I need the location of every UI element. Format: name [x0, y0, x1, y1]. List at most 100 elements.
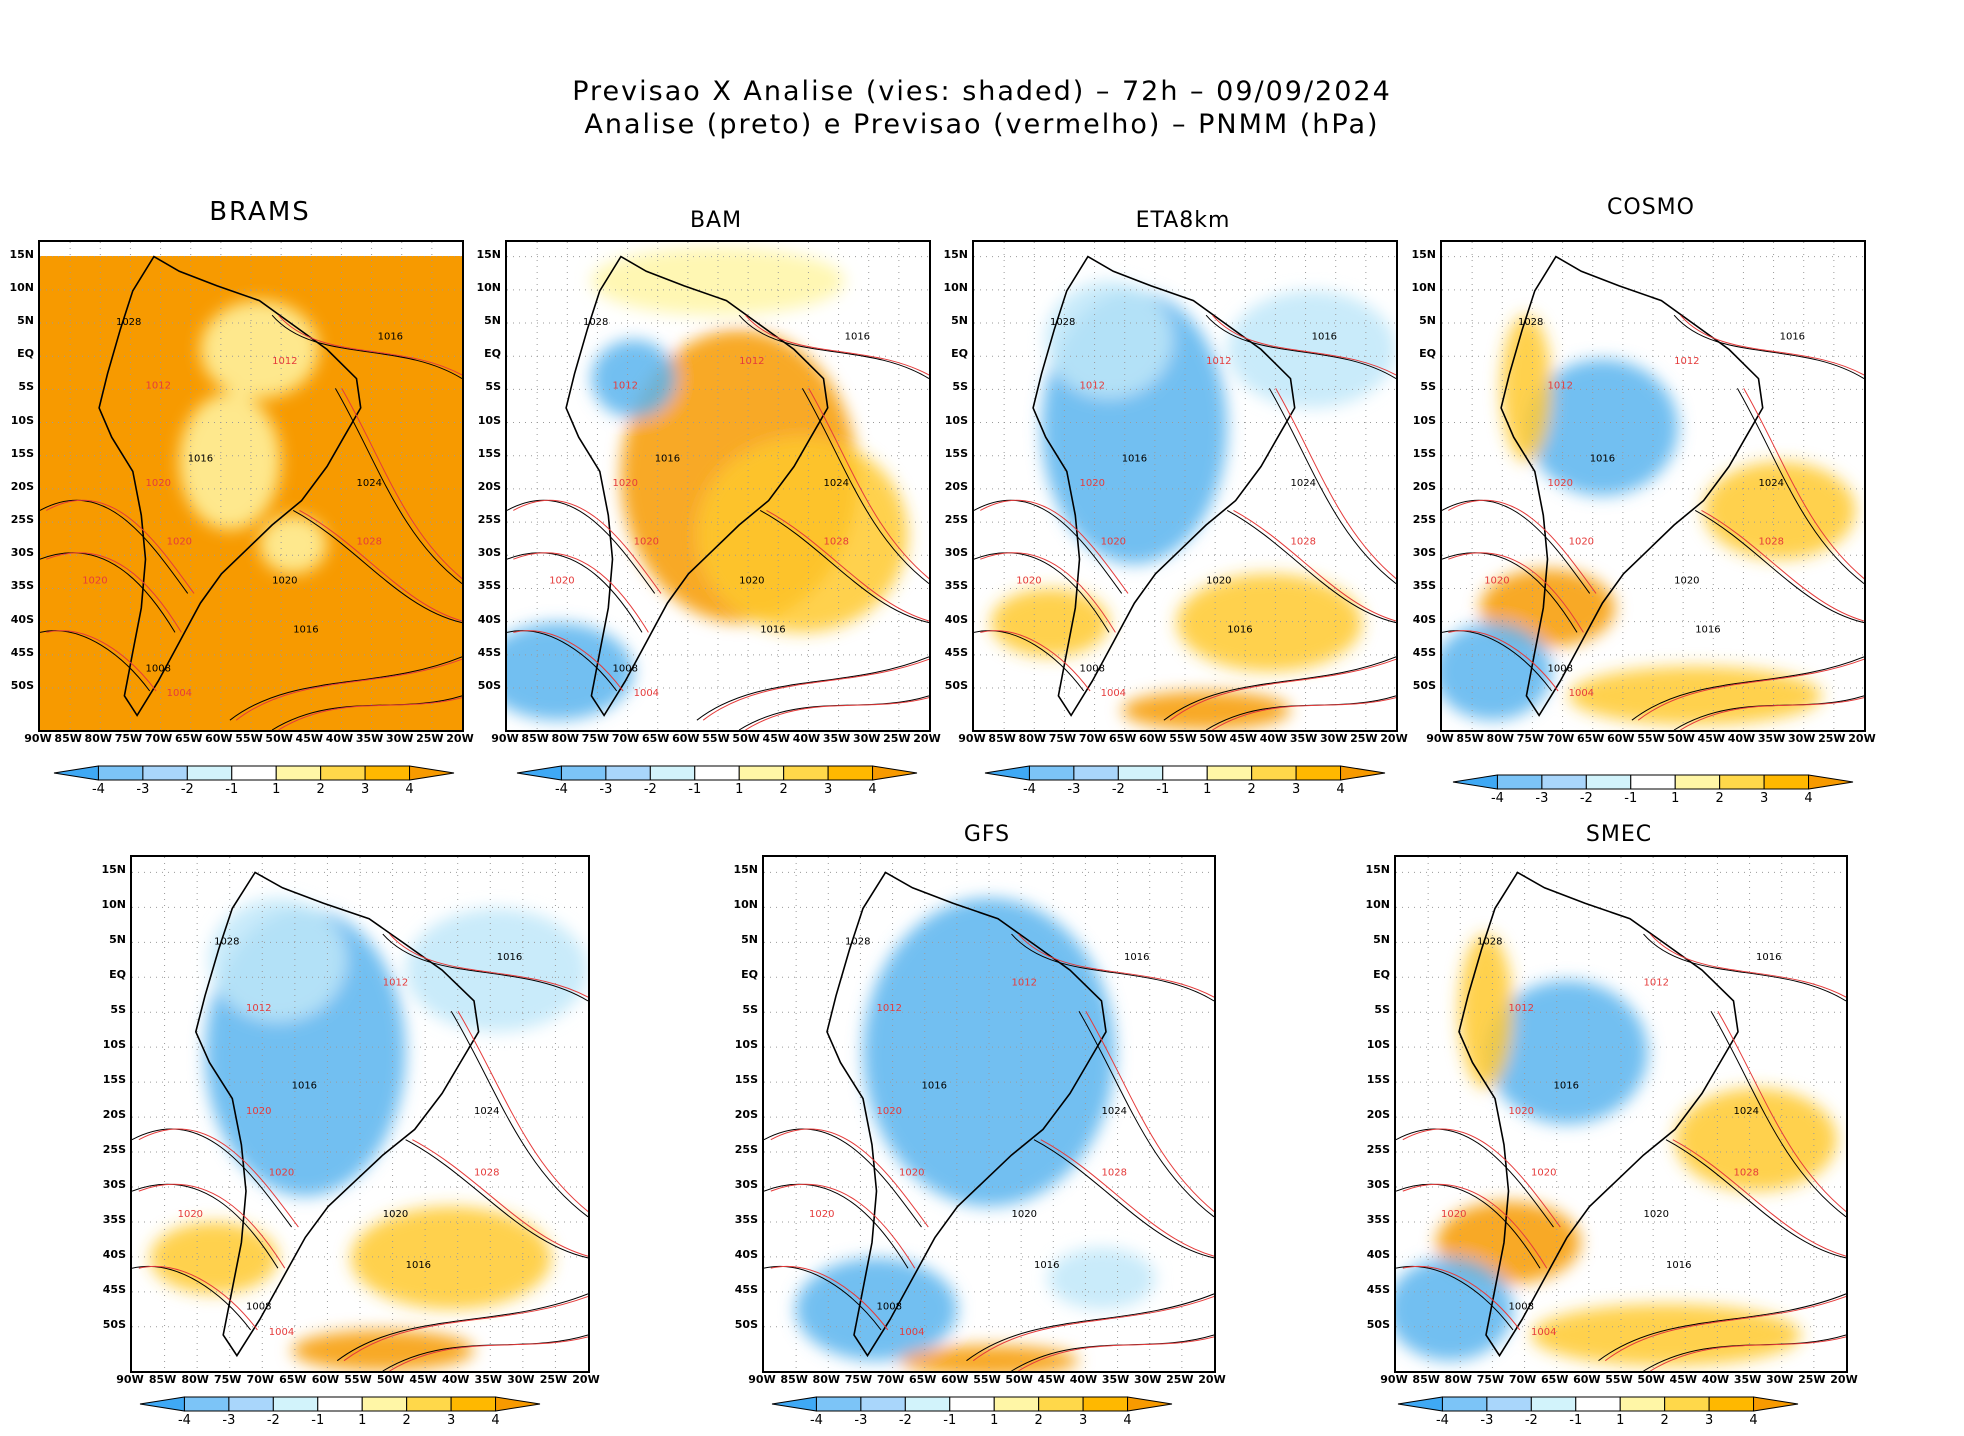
isobar-label: 1016 [406, 1260, 431, 1271]
colorbar-unnamed: -4 -3 -2 -1 1 2 3 4 [138, 1395, 542, 1428]
lat-tick-label: 40S [944, 612, 968, 626]
panel-title-eta8km: ETA8km [1135, 208, 1231, 233]
colorbar-label: 3 [1759, 791, 1769, 806]
map-canvas-brams: 1028 1012 1016 1012 1016 1020 1024 1020 1020 1028… [40, 242, 462, 730]
lon-tick-label: 70W [611, 732, 640, 745]
lon-tick-label: 65W [174, 732, 203, 745]
colorbar-label: -3 [1480, 1413, 1494, 1428]
lat-tick-label: 5S [110, 1003, 126, 1017]
isobar-label: 1028 [1734, 1168, 1759, 1179]
isobar-label: 1020 [146, 478, 171, 489]
lat-tick-label: 20S [944, 479, 968, 493]
colorbar-label: -4 [177, 1413, 191, 1428]
lon-tick-label: 90W [491, 732, 519, 745]
lon-tick-label: 55W [973, 1373, 1001, 1386]
lat-tick-label: 50S [944, 679, 968, 693]
colorbar-label: -4 [554, 782, 568, 797]
map-canvas-eta8km: 1028 1012 1016 1012 1016 1020 1024 1020 1020 1028… [974, 242, 1396, 730]
lat-tick-label: 10S [477, 413, 501, 427]
lat-tick-label: 5N [1419, 314, 1436, 327]
isobar-label: 1028 [845, 936, 870, 947]
lon-tick-label: 85W [1456, 732, 1484, 745]
colorbar-label: 2 [1660, 1413, 1669, 1428]
lon-tick-label: 55W [1637, 732, 1665, 745]
colorbar-label: 1 [358, 1413, 367, 1428]
lat-tick-label: 5S [952, 380, 968, 394]
continent-outline [826, 871, 1107, 1358]
lon-tick-label: 85W [54, 732, 82, 745]
lon-tick-label: 50W [1667, 732, 1695, 745]
colorbar-cosmo: -4 -3 -2 -1 1 2 3 4 [1451, 773, 1855, 806]
isobar-label: 1028 [214, 936, 239, 947]
colorbar-label: 4 [1336, 782, 1345, 797]
lat-tick-label: 25S [102, 1143, 126, 1157]
lat-tick-label: 50S [1412, 679, 1436, 693]
colorbar-label: -4 [1490, 791, 1504, 806]
colorbar-label: 2 [1715, 791, 1724, 806]
lat-tick-label: 40S [10, 612, 34, 626]
isobar-label: 1016 [760, 624, 785, 635]
colorbar-label: 1 [990, 1413, 999, 1428]
lat-tick-label: EQ [1373, 968, 1390, 982]
lat-tick-label: EQ [1419, 347, 1436, 361]
lat-tick-label: 5S [485, 380, 501, 394]
isobar-label: 1016 [1590, 454, 1615, 465]
isobar-label: 1016 [292, 1080, 317, 1091]
isobar-label: 1024 [1759, 478, 1784, 489]
lon-tick-label: 20W [572, 1373, 600, 1386]
isobar-label: 1020 [269, 1168, 294, 1179]
isobar-label: 1020 [809, 1209, 834, 1220]
colorbar-label: -1 [688, 782, 702, 797]
isobar-label: 1012 [613, 380, 638, 391]
lat-tick-label: 40S [734, 1247, 758, 1261]
lat-tick-label: 50S [10, 679, 34, 693]
isobar-label: 1020 [246, 1106, 271, 1117]
lat-tick-label: 25S [734, 1143, 758, 1157]
lon-tick-label: 80W [1486, 732, 1515, 745]
map-panel-cosmo: 1028 1012 1016 1012 1016 1020 1024 1020 1020 1028… [1440, 240, 1866, 732]
lon-tick-label: 25W [1798, 1373, 1826, 1386]
colorbar-label: -2 [1111, 782, 1125, 797]
colorbar-label: -1 [1569, 1413, 1583, 1428]
lon-tick-label: 60W [205, 732, 233, 745]
lat-tick-label: 45S [102, 1282, 126, 1296]
lon-tick-label: 75W [1516, 732, 1545, 745]
lat-tick-label: 50S [477, 679, 501, 693]
lat-tick-label: 15S [102, 1073, 126, 1087]
lon-tick-label: 75W [213, 1373, 242, 1386]
lon-tick-label: 75W [844, 1373, 873, 1386]
lon-tick-label: 65W [279, 1373, 307, 1386]
isobar-label: 1020 [1569, 537, 1594, 548]
lat-tick-label: 5N [1373, 933, 1390, 947]
isobar-label: 1020 [613, 478, 638, 489]
colorbar-label: 4 [1804, 791, 1813, 806]
lon-tick-label: 50W [1005, 1373, 1033, 1386]
lon-tick-label: 70W [246, 1373, 275, 1386]
map-panel-brams: 1028 1012 1016 1012 1016 1020 1024 1020 1020 1028… [38, 240, 464, 732]
lat-tick-label: 35S [10, 579, 34, 593]
lat-tick-label: 5N [951, 314, 968, 327]
continent-outline [98, 255, 362, 717]
lat-tick-label: 50S [102, 1317, 126, 1331]
map-canvas-gfs: 1028 1012 1016 1012 1016 1020 1024 1020 1020 1028… [764, 857, 1214, 1371]
lat-tick-label: 20S [477, 479, 501, 493]
isobar-label: 1020 [739, 576, 764, 587]
isobar-label: 1004 [1569, 688, 1594, 699]
lon-tick-label: 45W [409, 1373, 437, 1386]
lat-tick-label: 15N [943, 247, 968, 261]
colorbar-smec: -4 -3 -2 -1 1 2 3 4 [1396, 1395, 1800, 1428]
isobar-label: 1024 [1734, 1106, 1759, 1117]
isobar-label: 1016 [188, 454, 213, 465]
colorbar-label: 4 [405, 782, 414, 797]
lon-tick-label: 50W [1637, 1373, 1665, 1386]
continent-outline [194, 871, 480, 1358]
lon-tick-label: 45W [762, 732, 791, 745]
isobar-label: 1016 [293, 624, 318, 635]
lon-tick-label: 80W [1444, 1373, 1473, 1386]
lat-tick-label: 15N [1365, 863, 1390, 877]
lon-tick-label: 80W [1018, 732, 1047, 745]
lat-tick-label: 30S [734, 1177, 758, 1191]
colorbar-label: 2 [1247, 782, 1256, 797]
lat-tick-label: 35S [1412, 579, 1436, 593]
lat-tick-label: 30S [102, 1177, 126, 1191]
